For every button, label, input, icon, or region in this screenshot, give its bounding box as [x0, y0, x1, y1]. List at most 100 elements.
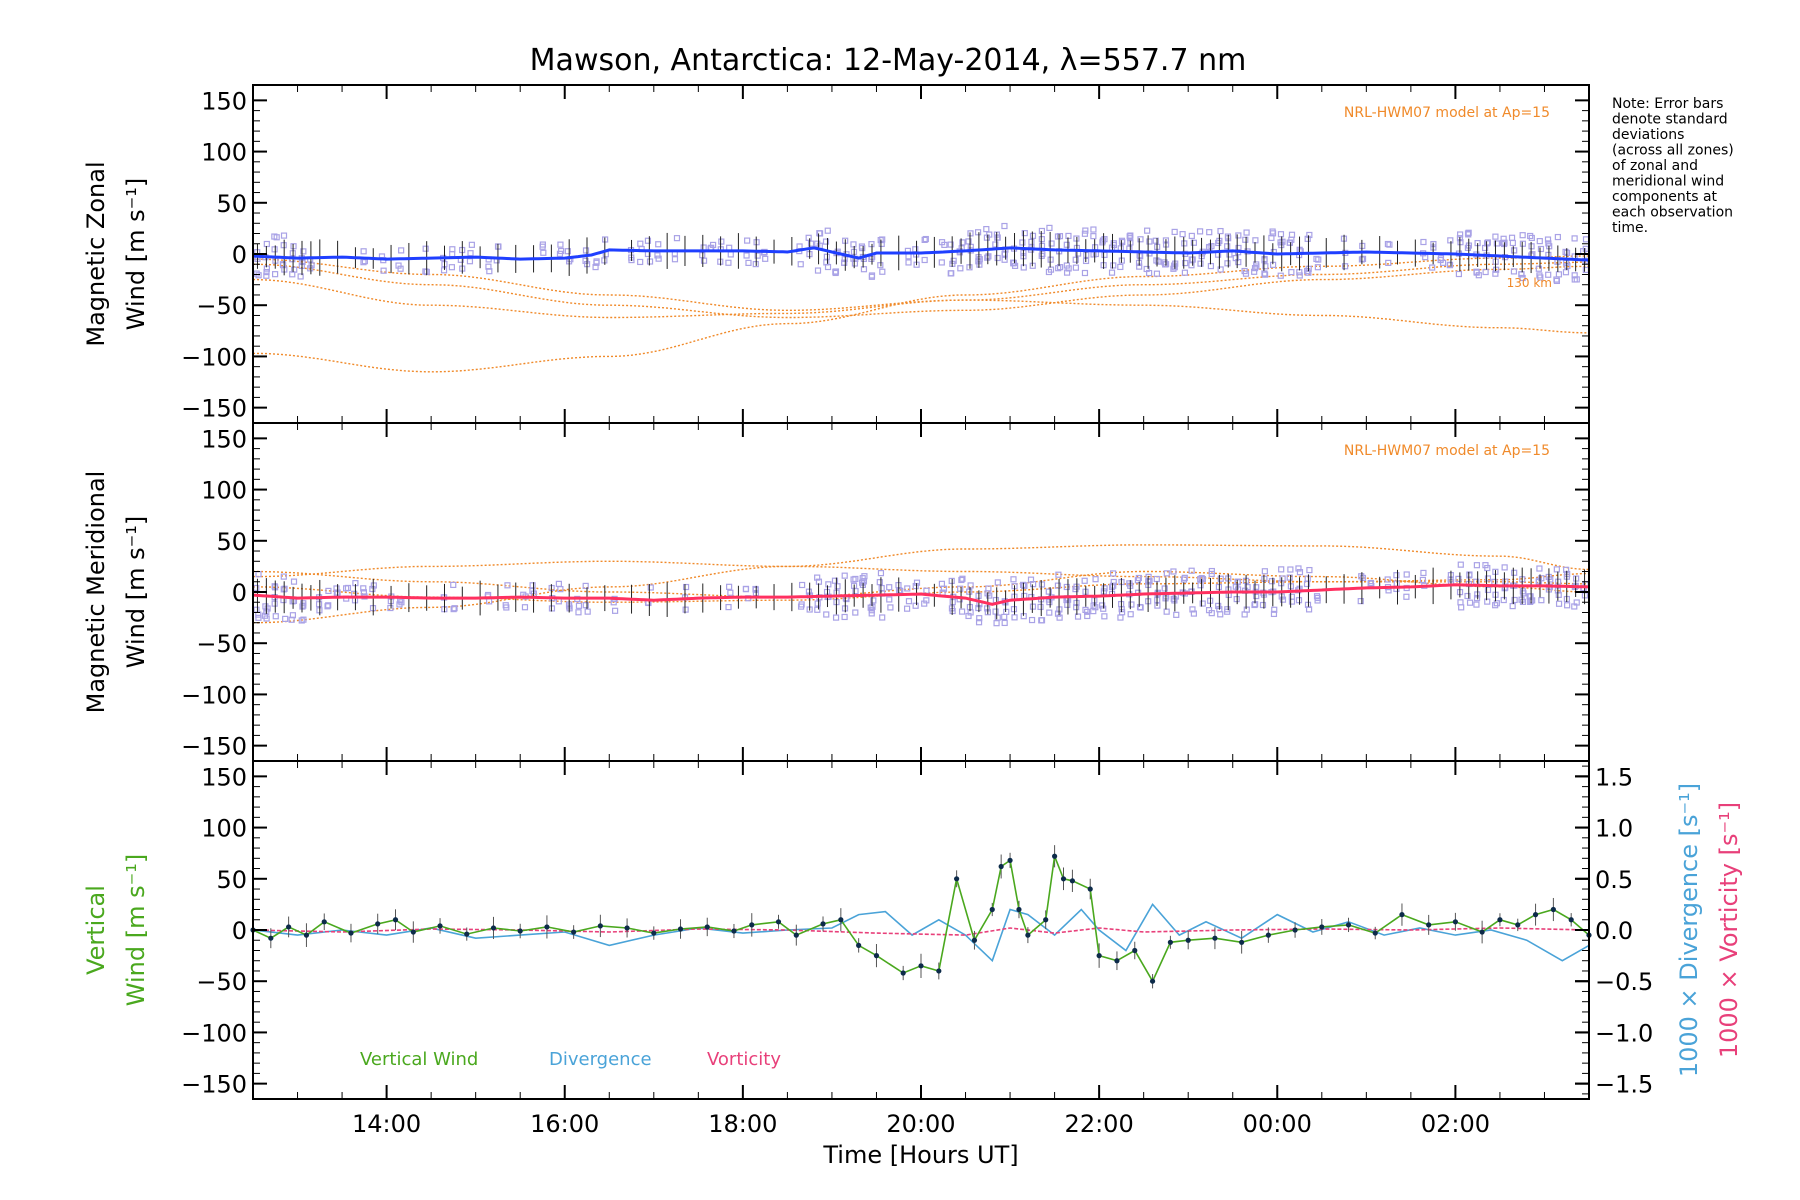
zone-marker	[360, 585, 367, 592]
model-curve	[253, 255, 1590, 373]
vertical-wind-point	[1319, 924, 1325, 930]
zone-marker	[985, 585, 992, 592]
note-line: (across all zones)	[1612, 143, 1734, 159]
y-tick-label: 100	[201, 139, 247, 167]
zone-marker	[1261, 270, 1268, 277]
y-tick-label: −50	[196, 630, 247, 658]
zone-marker	[1251, 265, 1259, 272]
y-tick-label: −150	[181, 1071, 247, 1099]
zone-marker	[1081, 230, 1089, 237]
zone-marker	[1092, 576, 1099, 583]
zone-marker	[1217, 575, 1224, 582]
zone-marker	[1117, 263, 1124, 271]
vertical-wind-point	[731, 928, 737, 934]
zone-marker	[1055, 571, 1062, 578]
zone-marker	[1048, 240, 1055, 247]
zone-marker	[984, 605, 991, 612]
zone-marker	[1545, 271, 1552, 278]
zone-marker	[1519, 240, 1527, 247]
zone-marker	[1500, 235, 1507, 242]
vertical-wind-point	[1096, 953, 1102, 959]
zone-marker	[1251, 601, 1258, 609]
zone-marker	[1536, 238, 1543, 245]
zone-marker	[1074, 613, 1082, 620]
zone-marker	[947, 270, 954, 277]
zone-marker	[1261, 271, 1269, 278]
x-tick-label: 14:00	[352, 1110, 421, 1138]
zone-marker	[1118, 237, 1126, 244]
zone-marker	[1003, 608, 1010, 616]
zone-marker	[983, 226, 990, 233]
zone-marker	[1554, 233, 1561, 241]
vertical-wind-point	[392, 917, 399, 923]
zone-marker	[1084, 612, 1091, 620]
zone-marker	[1197, 575, 1204, 583]
zonal-model-label: NRL-HWM07 model at Ap=15	[1344, 105, 1550, 121]
zone-marker	[832, 614, 840, 621]
vertical-wind-point	[303, 932, 310, 938]
vertical-wind-point	[490, 925, 497, 931]
y-tick-label: −100	[181, 1019, 247, 1047]
vertical-wind-point	[348, 930, 354, 936]
zone-marker	[1509, 239, 1516, 247]
zone-marker	[725, 259, 732, 266]
vertical-wind-point	[410, 929, 416, 935]
x-tick-label: 20:00	[886, 1110, 955, 1138]
zone-marker	[1190, 610, 1197, 617]
zone-marker	[1056, 233, 1064, 240]
zone-marker	[325, 587, 332, 595]
zone-marker	[921, 236, 928, 244]
zone-marker	[949, 598, 956, 606]
vertical-wind-point	[651, 930, 657, 936]
vertical-wind-point	[1167, 939, 1173, 945]
zone-marker	[975, 619, 983, 626]
zone-marker	[582, 582, 589, 590]
note-line: components at	[1612, 189, 1718, 205]
zone-marker	[912, 602, 919, 609]
zone-marker	[271, 233, 278, 240]
zone-marker	[1296, 569, 1304, 576]
zone-marker	[825, 581, 832, 588]
zone-marker	[1564, 262, 1571, 270]
y2-tick-label: 1.5	[1595, 763, 1633, 791]
zone-marker	[1536, 565, 1543, 572]
zone-marker	[1108, 269, 1116, 276]
y-tick-label: 100	[201, 815, 247, 843]
zone-marker	[422, 245, 429, 252]
zone-marker	[1253, 261, 1260, 268]
vertical-wind-point	[838, 917, 844, 923]
zone-marker	[1171, 262, 1178, 269]
zone-marker	[271, 246, 278, 253]
zone-marker	[1278, 580, 1285, 587]
zone-marker	[1466, 599, 1474, 606]
zone-marker	[333, 585, 340, 592]
zone-marker	[1510, 247, 1518, 254]
y2-tick-label: −0.5	[1595, 968, 1653, 996]
vertical-wind-line	[252, 853, 1590, 983]
zone-marker	[1253, 592, 1260, 600]
vertical-wind-point	[1185, 937, 1191, 943]
zone-marker	[877, 570, 885, 577]
zone-marker	[486, 268, 493, 275]
meridional-panel: 150 100 50 0 −50 −100 −150 NRL-HWM07 model at …	[82, 422, 1590, 762]
zone-marker	[360, 248, 367, 255]
vertical-wind-point	[1025, 932, 1031, 938]
zone-marker	[1056, 614, 1063, 621]
zone-marker	[280, 232, 288, 239]
zone-marker	[1047, 266, 1055, 273]
zone-marker	[1279, 238, 1286, 245]
zone-marker	[807, 240, 815, 247]
zone-marker	[307, 265, 314, 272]
zone-marker	[798, 581, 806, 589]
zone-marker	[850, 241, 857, 248]
zone-marker	[1241, 267, 1248, 275]
y-tick-label: −150	[181, 733, 247, 761]
vertical-wind-point	[954, 876, 960, 882]
zone-marker	[1021, 230, 1028, 237]
zone-marker	[380, 267, 387, 274]
zone-marker	[1190, 239, 1198, 246]
zone-marker	[814, 606, 821, 613]
zone-marker	[1099, 602, 1106, 609]
zone-marker	[1110, 570, 1117, 577]
